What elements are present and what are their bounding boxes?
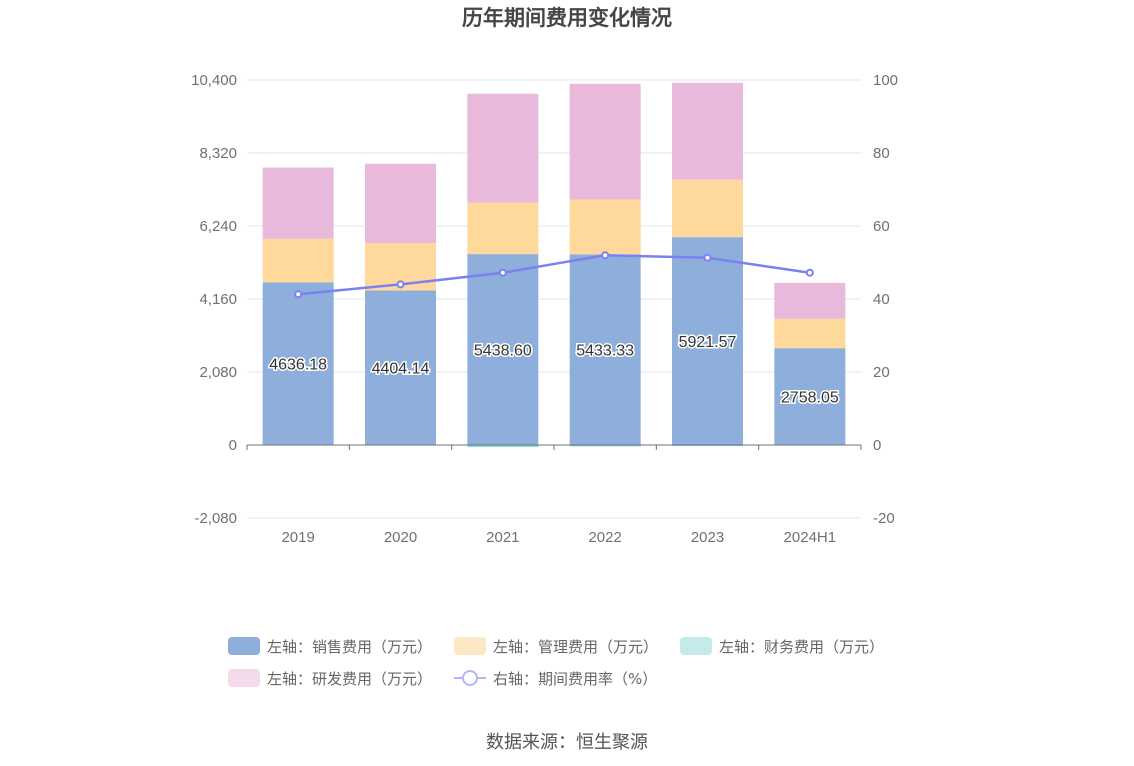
data-label: 5433.33 — [576, 343, 634, 360]
left-axis-tick-label: 6,240 — [199, 218, 237, 235]
bar--2019 — [262, 238, 334, 283]
bar--2021 — [467, 445, 539, 448]
line-point — [601, 251, 610, 260]
x-axis-tick-label: 2019 — [281, 529, 314, 546]
right-axis-tick-label: 100 — [873, 72, 898, 89]
bar--2022 — [569, 445, 641, 447]
line-point — [294, 290, 303, 299]
x-axis-tick-label: 2021 — [486, 529, 519, 546]
legend-swatch-finance — [680, 637, 713, 655]
bar--2021 — [467, 202, 539, 255]
bar--2022 — [569, 254, 641, 445]
line-point — [396, 280, 405, 289]
data-label: 4404.14 — [372, 361, 430, 378]
legend-label-finance: 左轴：财务费用（万元） — [719, 637, 885, 656]
left-axis-tick-label: 10,400 — [191, 72, 237, 89]
bar--2019 — [262, 167, 334, 239]
bar--2024H1 — [774, 318, 846, 349]
legend-item-sales[interactable]: 左轴：销售费用（万元） — [228, 636, 432, 657]
legend-label-rnd: 左轴：研发费用（万元） — [267, 669, 433, 688]
legend-swatch-rnd — [228, 669, 260, 687]
bar--2022 — [569, 199, 641, 255]
legend-swatch-admin — [454, 637, 487, 655]
bar--2024H1 — [774, 282, 846, 319]
chart-legend: 左轴：销售费用（万元） 左轴：管理费用（万元） 左轴：财务费用（万元） 左轴：研… — [228, 630, 928, 694]
data-label: 4636.18 — [269, 357, 327, 374]
data-label: 2758.05 — [781, 390, 839, 407]
x-axis-tick-label: 2022 — [588, 529, 621, 546]
bar--2019 — [262, 282, 334, 445]
line-point — [805, 268, 814, 277]
bar--2020 — [365, 290, 436, 445]
legend-line-marker-icon — [454, 669, 487, 687]
left-axis-tick-label: 2,080 — [199, 364, 237, 381]
line-point — [498, 268, 507, 277]
data-source: 数据来源：恒生聚源 — [486, 732, 648, 753]
right-axis-tick-label: 80 — [873, 145, 890, 162]
bar--2023 — [672, 82, 743, 180]
right-axis-tick-label: 60 — [873, 218, 890, 235]
bar--2021 — [467, 254, 539, 445]
bar--2020 — [365, 163, 436, 244]
bar--2023 — [672, 445, 743, 447]
legend-swatch-sales — [228, 637, 260, 655]
legend-label-admin: 左轴：管理费用（万元） — [493, 637, 659, 656]
left-axis-tick-label: 0 — [229, 437, 237, 454]
line-series-rate — [298, 253, 811, 296]
data-label: 5921.57 — [679, 334, 737, 351]
bar--2022 — [569, 83, 641, 200]
x-axis-tick-label: 2020 — [384, 529, 417, 546]
x-axis-tick-label: 2023 — [691, 529, 724, 546]
bar--2021 — [467, 93, 539, 203]
x-axis-tick-label: 2024H1 — [784, 529, 837, 546]
bar--2023 — [672, 237, 743, 445]
chart-title: 历年期间费用变化情况 — [462, 6, 672, 30]
legend-item-admin[interactable]: 左轴：管理费用（万元） — [454, 636, 658, 657]
legend-item-finance[interactable]: 左轴：财务费用（万元） — [680, 636, 884, 657]
left-axis-tick-label: -2,080 — [194, 510, 237, 527]
right-axis-tick-label: 0 — [873, 437, 881, 454]
bar--2024H1 — [774, 348, 846, 445]
line-point — [703, 253, 712, 262]
legend-item-rnd[interactable]: 左轴：研发费用（万元） — [228, 668, 432, 689]
legend-label-sales: 左轴：销售费用（万元） — [267, 637, 433, 656]
right-axis-tick-label: 20 — [873, 364, 890, 381]
bar--2023 — [672, 179, 743, 238]
legend-item-rate[interactable]: 右轴：期间费用率（%） — [454, 668, 657, 689]
right-axis-tick-label: -20 — [873, 510, 895, 527]
left-axis-tick-label: 4,160 — [199, 291, 237, 308]
data-label: 5438.60 — [474, 343, 532, 360]
left-axis-tick-label: 8,320 — [199, 145, 237, 162]
right-axis-tick-label: 40 — [873, 291, 890, 308]
legend-label-rate: 右轴：期间费用率（%） — [493, 669, 658, 688]
